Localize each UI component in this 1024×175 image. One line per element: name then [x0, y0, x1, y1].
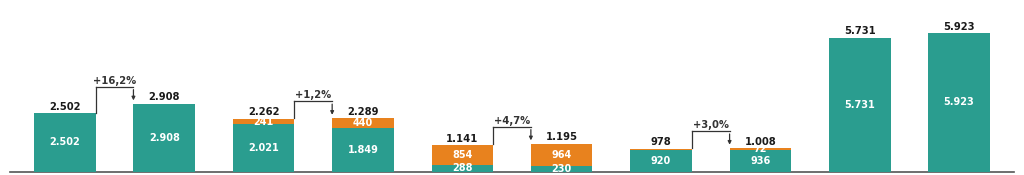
Text: 5.731: 5.731: [844, 26, 876, 37]
Bar: [829, 38, 891, 172]
Text: 5.923: 5.923: [944, 97, 975, 107]
Bar: [232, 119, 295, 124]
Text: 2.289: 2.289: [347, 107, 379, 117]
Text: +3,0%: +3,0%: [692, 120, 729, 130]
Bar: [729, 150, 792, 172]
Bar: [530, 166, 593, 172]
Text: 1.849: 1.849: [347, 145, 379, 155]
Text: 964: 964: [552, 150, 571, 160]
Bar: [431, 145, 494, 165]
Text: 920: 920: [651, 156, 671, 166]
Text: 2.262: 2.262: [248, 107, 280, 117]
Text: 230: 230: [552, 164, 571, 174]
Text: 936: 936: [751, 156, 770, 166]
Text: +1,2%: +1,2%: [295, 90, 332, 100]
Bar: [332, 128, 394, 172]
Text: 854: 854: [453, 150, 472, 160]
Bar: [729, 148, 792, 150]
Text: 1.195: 1.195: [546, 132, 578, 142]
Text: 288: 288: [452, 163, 472, 173]
Text: 72: 72: [754, 144, 767, 154]
Text: 2.908: 2.908: [148, 92, 180, 102]
Text: 2.021: 2.021: [248, 143, 279, 153]
Text: 5.923: 5.923: [943, 22, 975, 32]
Text: 2.502: 2.502: [49, 137, 80, 147]
Text: 5.731: 5.731: [845, 100, 876, 110]
Bar: [34, 113, 95, 172]
Text: 241: 241: [254, 117, 273, 127]
Bar: [530, 144, 593, 166]
Bar: [431, 165, 494, 172]
Text: +4,7%: +4,7%: [494, 116, 530, 126]
Bar: [630, 149, 692, 150]
Bar: [630, 150, 692, 172]
Text: 440: 440: [353, 118, 373, 128]
Bar: [929, 33, 990, 172]
Text: 2.908: 2.908: [148, 133, 179, 143]
Bar: [232, 124, 295, 172]
Text: 2.502: 2.502: [49, 102, 81, 112]
Text: 1.008: 1.008: [744, 137, 776, 147]
Text: 1.141: 1.141: [446, 134, 478, 144]
Text: +16,2%: +16,2%: [93, 76, 136, 86]
Text: 978: 978: [650, 137, 672, 147]
Bar: [133, 104, 195, 172]
Bar: [332, 118, 394, 128]
